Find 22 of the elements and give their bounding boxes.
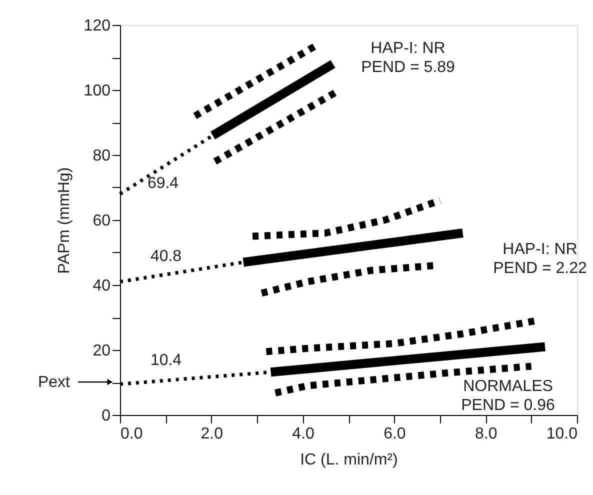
x-tick-label: 10.0 [546, 426, 578, 442]
x-tick-label: 6.0 [384, 426, 406, 442]
y-tick-label: 80 [92, 148, 111, 164]
annotation: NORMALES PEND = 0.96 [461, 378, 556, 414]
x-tick-label: 0.0 [120, 426, 143, 442]
annotation: HAP-I: NR PEND = 5.89 [361, 40, 456, 76]
annotation: HAP-I: NR PEND = 2.22 [493, 241, 588, 277]
x-tick-label: 2.0 [200, 426, 224, 442]
x-axis-title: IC (L. min/m²) [300, 452, 398, 468]
x-tick-label: 4.0 [292, 426, 315, 442]
y-tick-label: 0 [102, 408, 111, 424]
y-tick-label: 100 [84, 82, 111, 100]
y-tick-label: 40 [92, 278, 111, 294]
annotation: 40.8 [150, 248, 182, 265]
x-tick-label: 8.0 [474, 426, 498, 442]
y-axis-title: PAPm (mmHg) [56, 167, 73, 274]
y-tick-label: 20 [92, 342, 111, 360]
y-tick-label: 120 [84, 18, 111, 34]
annotation: 10.4 [150, 352, 182, 369]
y-tick-label: 60 [92, 212, 111, 230]
text: Pext [38, 374, 71, 391]
annotation: 69.4 [147, 175, 179, 192]
